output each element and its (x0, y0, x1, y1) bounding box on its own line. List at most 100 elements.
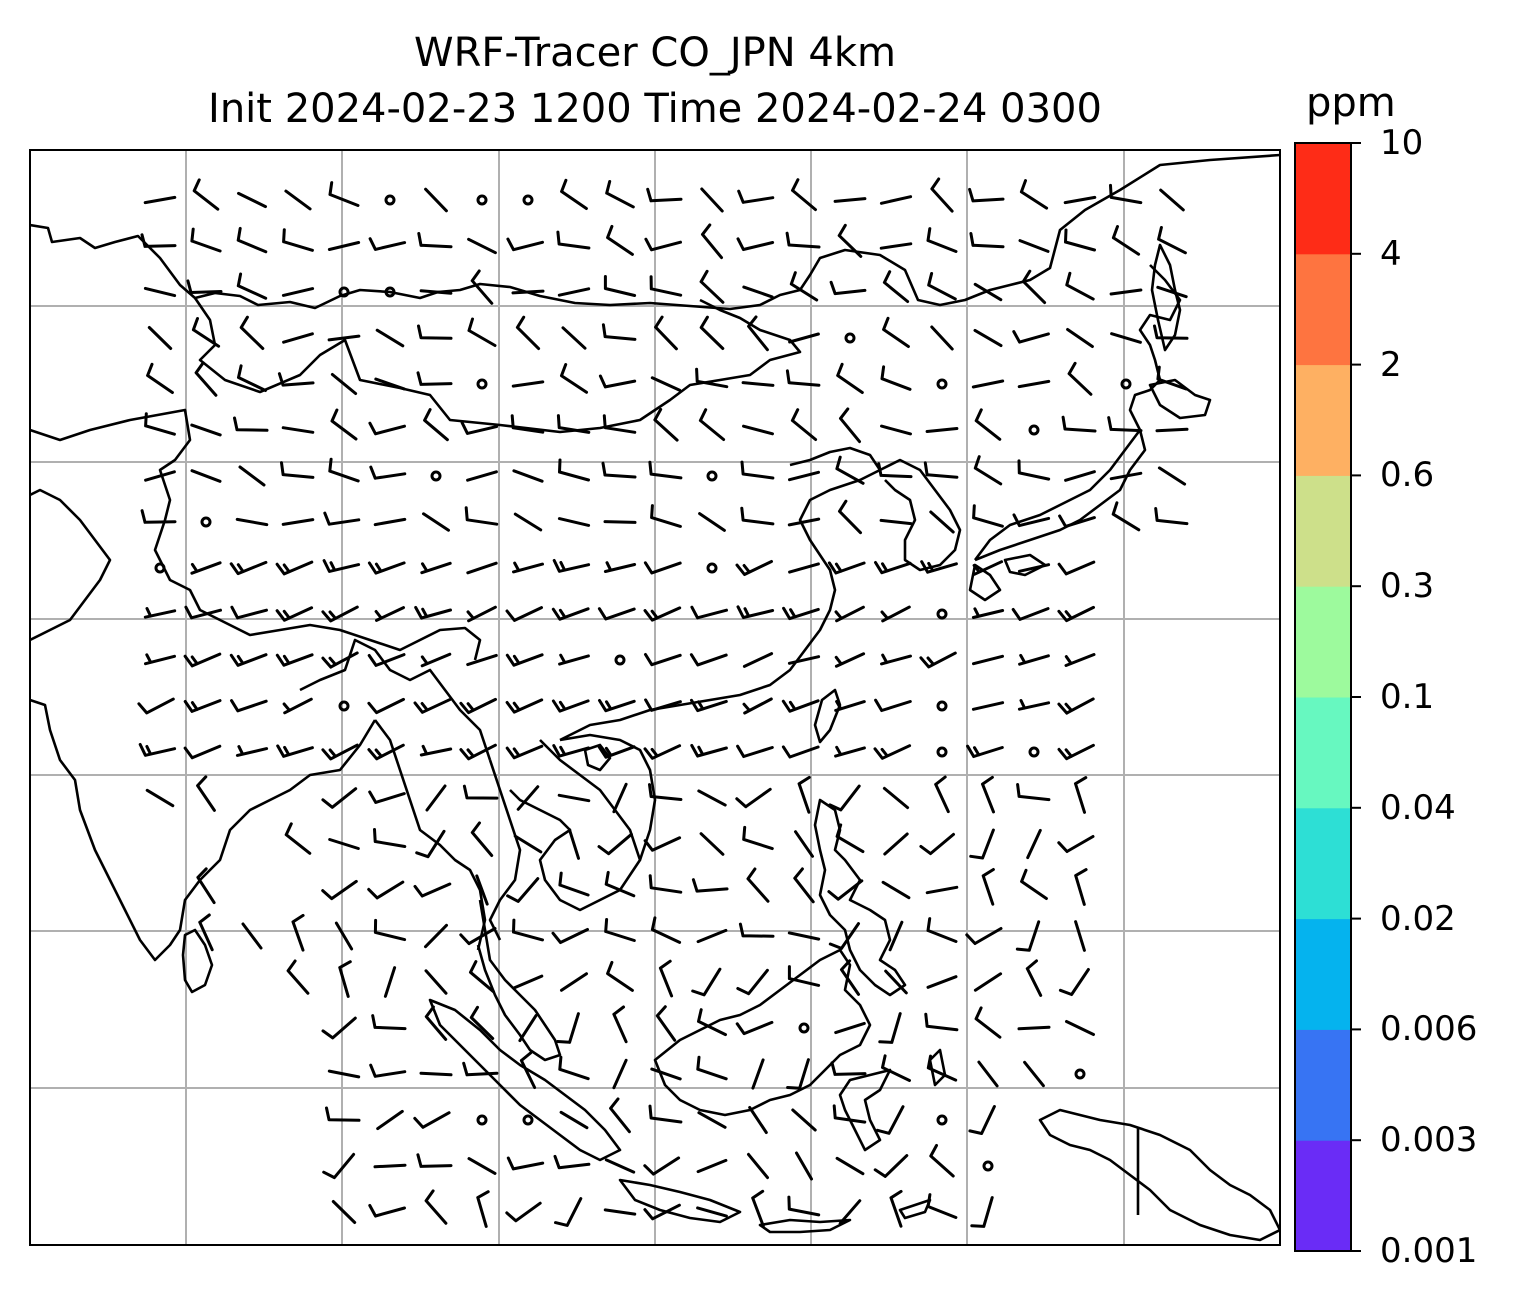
wind-barb (1066, 328, 1094, 348)
wind-barb (417, 324, 453, 340)
wind-barb (789, 271, 819, 302)
wind-barb (1156, 285, 1188, 299)
wind-barb (742, 697, 773, 715)
calm-wind-marker (430, 470, 442, 482)
wind-barb (368, 1204, 406, 1218)
wind-barb (568, 828, 580, 860)
lesser-sunda (758, 1218, 852, 1234)
wind-barb (644, 698, 682, 712)
wind-barb (790, 408, 818, 441)
wind-barb (1109, 183, 1143, 205)
wind-barb (420, 652, 452, 668)
wind-barb (1017, 379, 1051, 389)
wind-barb (830, 1061, 867, 1076)
wind-barb (873, 744, 912, 760)
wind-barb (696, 928, 728, 944)
wind-barb (973, 282, 1003, 302)
wind-barb (644, 653, 682, 667)
wind-barb (338, 960, 352, 998)
wind-barb (144, 653, 176, 666)
wind-barb (512, 974, 544, 990)
calm-wind-marker (936, 608, 948, 620)
wind-barb (787, 655, 821, 665)
wind-barb (413, 1111, 451, 1129)
wind-barb (1017, 1025, 1051, 1031)
colorbar-segment (1295, 697, 1351, 809)
wind-barb (834, 652, 866, 668)
wind-barb (237, 191, 267, 209)
china-western-border (30, 408, 482, 661)
wind-barb (186, 279, 223, 294)
wind-barb (929, 1144, 955, 1178)
wind-barb (328, 838, 360, 850)
wind-barb (321, 879, 358, 901)
wind-barb (888, 920, 904, 952)
wind-barb (690, 605, 728, 620)
wind-barb (927, 272, 957, 301)
wind-barb (834, 745, 866, 758)
calm-wind-marker (1028, 746, 1040, 758)
colorbar (1295, 142, 1361, 1252)
myanmar-coast (373, 719, 487, 951)
wind-barb (1012, 513, 1051, 528)
wind-barb (230, 699, 268, 713)
wind-barb (795, 1151, 813, 1181)
wind-barb (1064, 653, 1096, 667)
wind-barb (884, 969, 908, 995)
wind-barb (140, 233, 177, 248)
wind-barb (1061, 415, 1097, 433)
wind-barb (735, 560, 773, 576)
wind-barb (880, 605, 911, 623)
wind-barb (788, 332, 820, 344)
wind-barb (785, 231, 821, 249)
wind-barb (883, 832, 909, 856)
wind-barb (746, 867, 770, 903)
colorbar-segment (1295, 1140, 1351, 1252)
wind-barb (973, 328, 1003, 348)
wind-barb (966, 744, 1004, 758)
wind-barb (466, 470, 498, 482)
wind-barb (740, 460, 775, 480)
calm-wind-marker (154, 562, 166, 574)
wind-barb (284, 822, 312, 855)
wind-barb (513, 512, 543, 532)
wind-barb (143, 607, 177, 619)
wind-barb (603, 275, 637, 297)
wind-barb (476, 1190, 490, 1228)
wind-barb (650, 504, 682, 528)
wind-barb (144, 470, 176, 482)
calm-wind-marker (338, 700, 350, 712)
wind-barb (194, 361, 218, 397)
wind-barb (926, 975, 958, 989)
wind-barb (419, 1071, 453, 1077)
new-guinea (1038, 1108, 1280, 1242)
wind-barb (1109, 471, 1143, 481)
wind-barb (1018, 653, 1050, 666)
wind-barb (873, 1154, 909, 1178)
wind-barb (367, 561, 406, 575)
wind-barb (1015, 920, 1041, 952)
wind-barb (880, 424, 912, 436)
taiwan (813, 688, 842, 744)
wind-barb (1064, 228, 1096, 252)
wind-barb (323, 511, 361, 526)
wind-barb (505, 1201, 542, 1223)
wind-barb (791, 178, 817, 212)
wind-barb (416, 1153, 453, 1168)
wind-barb (874, 698, 912, 712)
wind-barb (275, 560, 314, 576)
wind-barb (466, 653, 498, 667)
wind-barb (321, 605, 359, 623)
wind-barb (971, 701, 1005, 711)
colorbar-tick-label: 0.02 (1380, 898, 1456, 939)
wind-barb (281, 426, 315, 434)
wind-barb (559, 1110, 589, 1130)
wind-barb (981, 775, 995, 814)
wind-barb (1019, 179, 1049, 210)
wind-barb (321, 1016, 357, 1040)
wind-barb (602, 414, 637, 434)
wind-barb (968, 187, 1005, 203)
colorbar-tick-label: 2 (1380, 344, 1402, 385)
wind-barb (505, 653, 544, 667)
calm-wind-marker (936, 378, 948, 390)
